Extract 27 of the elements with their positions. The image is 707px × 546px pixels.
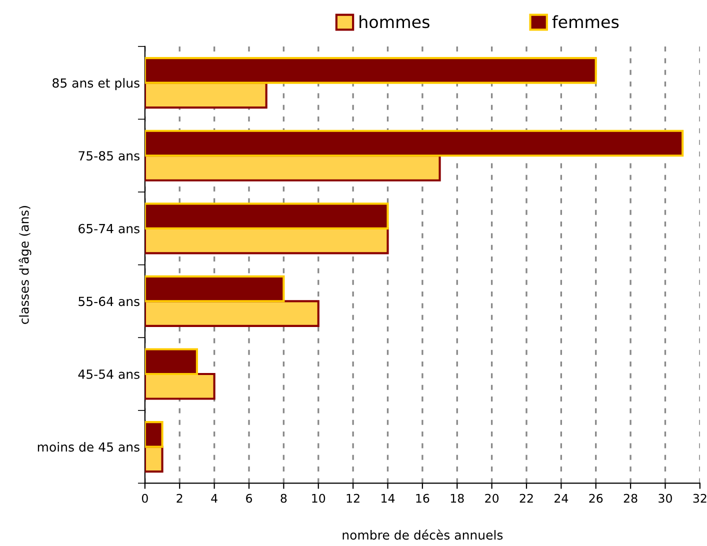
y-tick-label: 75-85 ans [78,151,140,161]
x-tick-label: 0 [142,494,148,503]
legend-label: femmes [552,15,619,28]
x-axis-title: nombre de décès annuels [342,530,503,540]
x-tick-label: 20 [485,494,499,503]
y-tick-label: 45-54 ans [78,370,140,379]
x-tick-label: 16 [416,494,430,503]
y-tick-label: 85 ans et plus [52,78,140,90]
x-tick-label: 12 [346,494,360,503]
x-tick-label: 6 [246,494,252,503]
y-axis-title: classes d'âge (ans) [18,206,32,324]
y-tick-label: 55-64 ans [78,296,140,306]
legend-label: hommes [360,15,430,28]
x-tick-label: 10 [312,494,326,503]
x-tick-label: 4 [211,494,218,503]
x-tick-label: 30 [658,494,672,503]
y-tick-label: moins de 45 ans [38,442,140,452]
y-tick-label: 65-74 ans [78,224,140,234]
x-tick-label: 2 [176,494,182,503]
x-tick-label: 22 [520,494,533,503]
x-tick-label: 18 [450,494,464,503]
x-tick-label: 24 [554,494,568,503]
x-tick-label: 14 [382,494,395,503]
x-tick-label: 26 [589,494,603,503]
x-tick-label: 28 [624,494,638,503]
x-tick-label: 8 [280,494,287,503]
x-tick-label: 32 [693,494,706,503]
